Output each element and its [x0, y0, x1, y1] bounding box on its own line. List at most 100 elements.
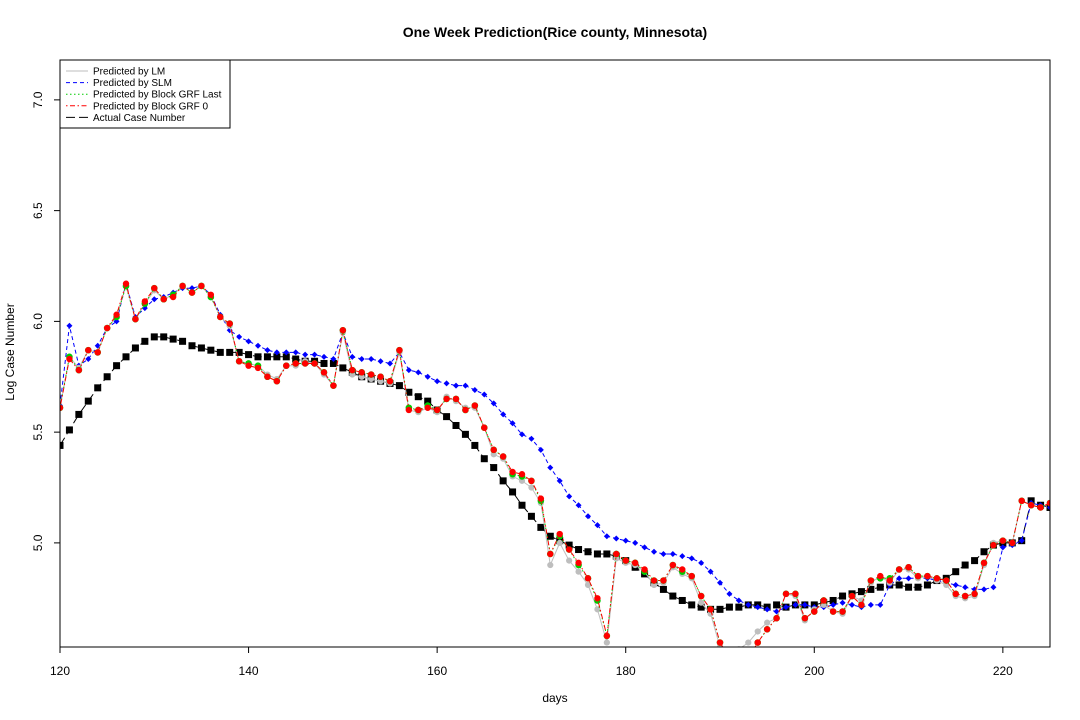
- data-point: [518, 471, 526, 478]
- data-point: [773, 601, 781, 609]
- data-point: [801, 615, 809, 622]
- data-point: [556, 477, 563, 484]
- data-point: [660, 577, 667, 584]
- data-point: [103, 373, 111, 381]
- data-point: [367, 371, 375, 378]
- data-point: [65, 426, 73, 434]
- data-point: [292, 355, 300, 363]
- data-point: [650, 577, 658, 584]
- data-point: [66, 322, 73, 329]
- data-point: [386, 377, 394, 385]
- series-line: [60, 281, 1050, 613]
- data-point: [283, 362, 290, 369]
- data-point: [877, 572, 884, 580]
- data-point: [593, 550, 601, 558]
- data-point: [811, 608, 818, 615]
- data-point: [820, 597, 827, 604]
- data-point: [395, 382, 403, 390]
- data-point: [292, 349, 299, 356]
- data-point: [462, 382, 469, 389]
- data-point: [443, 395, 450, 403]
- data-point: [349, 353, 356, 360]
- x-tick-label: 200: [804, 664, 824, 678]
- data-point: [1018, 537, 1025, 544]
- data-point: [631, 559, 639, 567]
- data-point: [952, 581, 959, 588]
- data-point: [971, 590, 978, 598]
- data-point: [273, 377, 281, 385]
- data-point: [905, 575, 912, 582]
- data-point: [216, 348, 224, 356]
- data-point: [254, 364, 262, 372]
- data-point: [585, 513, 591, 520]
- data-point: [792, 590, 799, 598]
- data-point: [377, 358, 384, 365]
- data-point: [113, 311, 120, 318]
- data-point: [952, 590, 959, 598]
- data-point: [829, 596, 837, 604]
- data-point: [839, 599, 846, 606]
- data-point: [349, 366, 356, 374]
- data-point: [943, 577, 950, 584]
- data-point: [160, 333, 168, 341]
- data-point: [537, 495, 545, 502]
- data-point: [415, 406, 422, 414]
- data-point: [537, 446, 544, 453]
- data-point: [565, 541, 573, 549]
- data-point: [377, 373, 384, 380]
- data-point: [245, 351, 253, 359]
- data-point: [141, 298, 149, 305]
- data-point: [481, 424, 488, 431]
- data-point: [905, 583, 913, 591]
- data-point: [122, 280, 130, 287]
- data-point: [857, 588, 865, 596]
- data-point: [255, 342, 261, 349]
- data-point: [368, 356, 375, 363]
- data-point: [754, 628, 761, 635]
- data-point: [75, 410, 83, 418]
- data-point: [122, 353, 130, 361]
- data-point: [471, 387, 478, 394]
- data-point: [651, 548, 657, 555]
- data-point: [151, 296, 158, 303]
- data-point: [980, 559, 988, 567]
- x-tick-label: 180: [616, 664, 636, 678]
- data-point: [236, 333, 243, 340]
- data-point: [924, 572, 931, 580]
- data-point: [707, 606, 714, 613]
- data-point: [981, 586, 987, 593]
- data-point: [453, 382, 459, 389]
- data-point: [867, 577, 875, 584]
- data-point: [415, 369, 422, 376]
- data-point: [273, 353, 281, 361]
- y-axis: 5.0 5.5 6.0 6.5 7.0: [31, 91, 60, 551]
- data-point: [961, 561, 969, 569]
- data-point: [528, 484, 535, 491]
- data-point: [575, 502, 582, 509]
- data-point: [273, 349, 280, 356]
- data-point: [358, 356, 365, 363]
- data-point: [745, 639, 752, 646]
- data-point: [782, 590, 790, 598]
- data-point: [933, 575, 941, 582]
- legend-label: Predicted by Block GRF Last: [93, 90, 222, 101]
- data-point: [792, 601, 799, 608]
- data-point: [613, 535, 620, 542]
- data-point: [697, 592, 705, 600]
- data-point: [764, 619, 771, 626]
- data-point: [867, 585, 875, 593]
- data-point: [461, 430, 469, 438]
- data-point: [452, 421, 460, 429]
- data-point: [632, 539, 639, 546]
- x-tick-label: 160: [427, 664, 447, 678]
- data-point: [990, 584, 997, 591]
- data-point: [471, 402, 479, 409]
- data-point: [320, 369, 328, 376]
- data-point: [584, 581, 592, 589]
- data-point: [217, 313, 224, 321]
- data-point: [801, 601, 808, 608]
- data-point: [688, 601, 696, 609]
- data-point: [264, 373, 271, 380]
- legend-label: Actual Case Number: [93, 113, 186, 124]
